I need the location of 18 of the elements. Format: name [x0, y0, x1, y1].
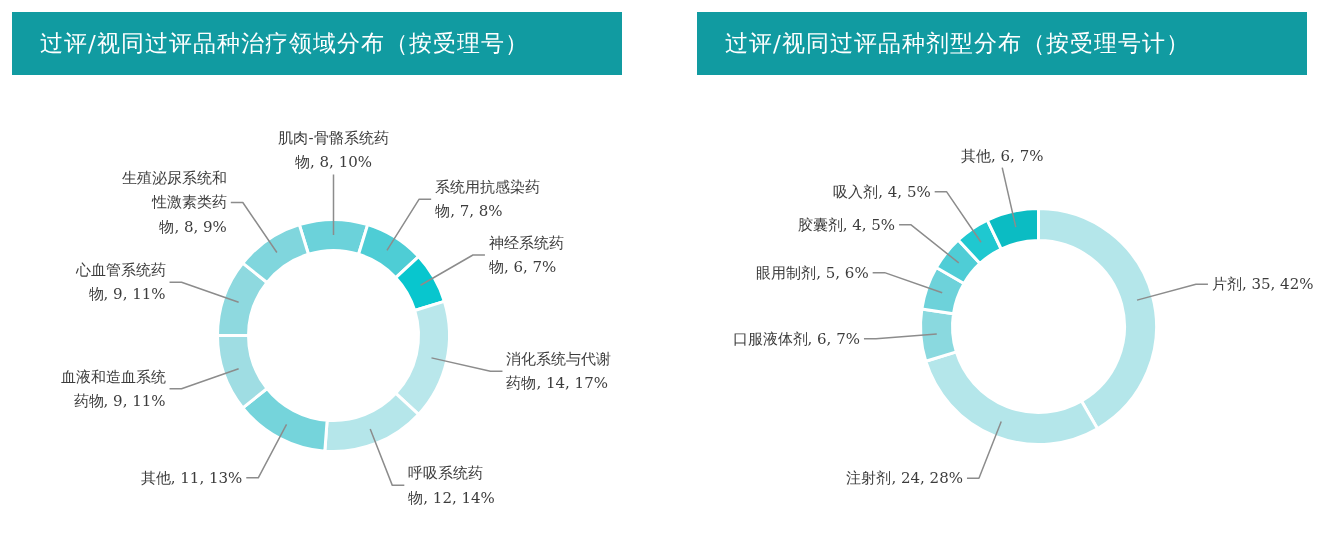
chart-title: 过评/视同过评品种剂型分布（按受理号计） — [724, 29, 1190, 58]
slice-label: 神经系统药物, 6, 7% — [488, 233, 564, 277]
slice-label: 生殖泌尿系统和性激素类药物, 8, 9% — [121, 169, 227, 236]
slice-label: 注射剂, 24, 28% — [846, 469, 963, 488]
slice-label: 心血管系统药物, 9, 11% — [74, 261, 166, 304]
slice-label: 胶囊剂, 4, 5% — [797, 215, 896, 234]
chart-title: 过评/视同过评品种治疗领域分布（按受理号） — [39, 29, 529, 58]
slice-label: 消化系统与代谢药物, 14, 17% — [506, 350, 612, 393]
slice-label: 系统用抗感染药物, 7, 8% — [435, 178, 541, 221]
slice-label: 口服液体剂, 6, 7% — [732, 329, 860, 348]
slice-label: 眼用制剂, 5, 6% — [756, 263, 869, 282]
slice-label: 片剂, 35, 42% — [1211, 275, 1314, 294]
slice-label: 吸入剂, 4, 5% — [833, 182, 931, 201]
slice-label: 血液和造血系统药物, 9, 11% — [60, 367, 166, 410]
slice-label: 其他, 6, 7% — [961, 146, 1044, 165]
slice-label: 其他, 11, 13% — [140, 468, 243, 487]
slice-label: 肌肉-骨骼系统药物, 8, 10% — [278, 129, 389, 172]
slice-label: 呼吸系统药物, 12, 14% — [408, 464, 495, 507]
